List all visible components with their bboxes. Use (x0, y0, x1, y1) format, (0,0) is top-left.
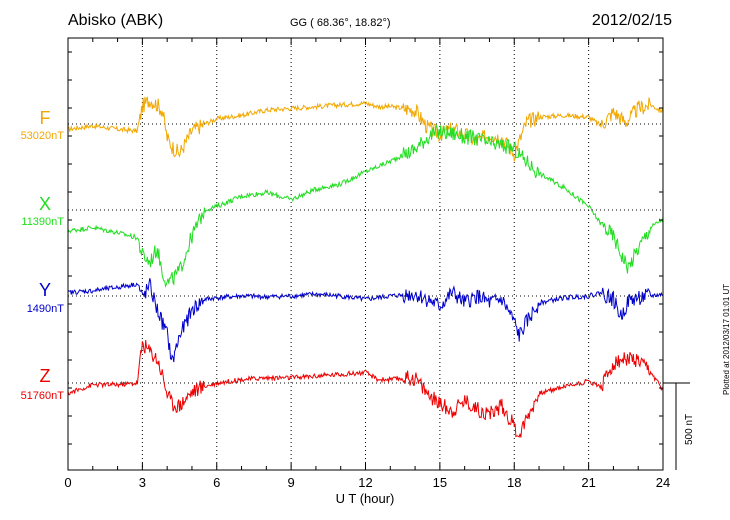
x-tick-label: 3 (139, 475, 146, 490)
x-axis-label: U T (hour) (336, 491, 395, 506)
geo-coordinates: GG ( 68.36°, 18.82°) (290, 17, 391, 29)
x-tick-label: 15 (433, 475, 447, 490)
x-tick-label: 12 (358, 475, 372, 490)
series-baseline-z: 51760nT (20, 390, 64, 402)
series-label-x: X (38, 194, 51, 214)
x-tick-label: 18 (507, 475, 521, 490)
station-title: Abisko (ABK) (68, 12, 164, 29)
series-baseline-x: 11390nT (21, 216, 64, 228)
series-label-y: Y (38, 280, 51, 300)
series-line-x (67, 124, 664, 288)
scale-bar: 500 nT (663, 382, 695, 470)
axis-ticks (67, 38, 664, 470)
series-lines (67, 96, 664, 438)
x-tick-label: 0 (64, 475, 71, 490)
series-baseline-f: 53020nT (20, 130, 64, 142)
x-tick-label: 21 (581, 475, 595, 490)
x-tick-label: 24 (656, 475, 670, 490)
plotted-timestamp: Plotted at 2012/03/17 01:01 UT (722, 283, 730, 395)
scale-bar-label: 500 nT (684, 414, 695, 445)
series-line-y (67, 278, 663, 363)
series-label-f: F (39, 108, 51, 128)
series-line-z (67, 339, 663, 438)
date-label: 2012/02/15 (591, 12, 672, 29)
grid-lines (68, 38, 663, 470)
x-tick-label: 9 (288, 475, 295, 490)
series-line-f (67, 96, 664, 162)
series-baseline-y: 1490nT (26, 303, 64, 315)
series-label-z: Z (39, 366, 51, 386)
x-tick-labels: 0 3 6 9 12 15 18 21 24 (64, 475, 670, 490)
x-tick-label: 6 (213, 475, 220, 490)
